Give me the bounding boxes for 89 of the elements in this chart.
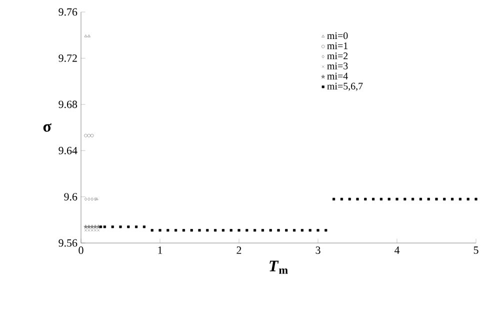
point (95, 197, 98, 200)
point (190, 229, 193, 232)
point (86, 224, 91, 229)
point (356, 198, 359, 200)
point (427, 198, 430, 200)
point (316, 229, 320, 232)
point (340, 198, 343, 200)
point (158, 229, 162, 232)
legend-label: mi=4 (327, 72, 348, 80)
point (87, 34, 90, 38)
y-tick-label: 9.68 (58, 100, 78, 108)
legend-label: mi=2 (327, 52, 348, 60)
point (412, 198, 414, 200)
point (269, 229, 272, 232)
legend-label: mi=0 (327, 32, 348, 40)
point (88, 229, 90, 232)
y-axis-title: σ (43, 123, 52, 132)
point (90, 197, 94, 201)
point (364, 198, 367, 200)
legend-label: mi=5,6,7 (327, 82, 363, 91)
point (458, 198, 462, 200)
y-tick-label: 9.72 (58, 54, 77, 62)
y-tick-label: 9.56 (58, 239, 78, 247)
point (96, 224, 100, 229)
x-axis-title: T$_{m}$ (270, 260, 288, 274)
y-tick-label: 9.64 (58, 146, 78, 154)
point (380, 198, 382, 200)
point (94, 229, 96, 232)
point (94, 197, 97, 201)
point (230, 229, 232, 232)
point (90, 229, 94, 232)
y-tick-label: 9.6 (64, 193, 78, 201)
point (261, 229, 264, 232)
point (285, 229, 288, 232)
point (90, 224, 94, 229)
point (174, 229, 178, 232)
point (324, 229, 328, 232)
point (103, 226, 106, 228)
point (111, 226, 114, 228)
x-tick-label: 1 (158, 246, 162, 254)
point (90, 134, 94, 138)
point (277, 229, 280, 232)
x-tick-label: 0 (78, 246, 84, 254)
point (214, 229, 217, 232)
point (84, 34, 88, 38)
point (246, 229, 248, 232)
point (119, 226, 122, 228)
point (254, 229, 256, 232)
point (150, 229, 154, 232)
point (419, 198, 422, 200)
point (135, 226, 138, 228)
point (332, 198, 336, 200)
point (198, 229, 201, 232)
point (308, 229, 312, 232)
point (88, 197, 90, 201)
point (238, 229, 240, 232)
x-tick-label: 5 (474, 246, 478, 254)
point (84, 224, 88, 229)
point (451, 198, 454, 200)
point (84, 229, 87, 232)
point (443, 198, 446, 200)
point (84, 197, 88, 201)
y-tick-label: 9.76 (58, 8, 78, 16)
point (84, 134, 88, 138)
point (404, 198, 406, 200)
point (293, 229, 296, 232)
point (372, 198, 375, 200)
x-tick-label: 2 (236, 246, 242, 254)
point (300, 229, 304, 232)
legend-label: mi=1 (327, 42, 348, 50)
point (97, 229, 100, 232)
point (142, 226, 146, 228)
point (87, 134, 91, 138)
x-tick-label: 4 (394, 246, 400, 254)
point (435, 198, 438, 200)
point (166, 229, 170, 232)
legend-label: mi=3 (327, 62, 348, 70)
x-tick-label: 3 (316, 246, 320, 254)
point (396, 198, 398, 200)
point (127, 226, 130, 228)
point (93, 224, 98, 229)
point (206, 229, 209, 232)
point (99, 226, 102, 228)
point (388, 198, 390, 200)
point (348, 198, 351, 200)
point (182, 229, 185, 232)
point (466, 198, 470, 200)
point (222, 229, 224, 232)
point (474, 198, 478, 200)
